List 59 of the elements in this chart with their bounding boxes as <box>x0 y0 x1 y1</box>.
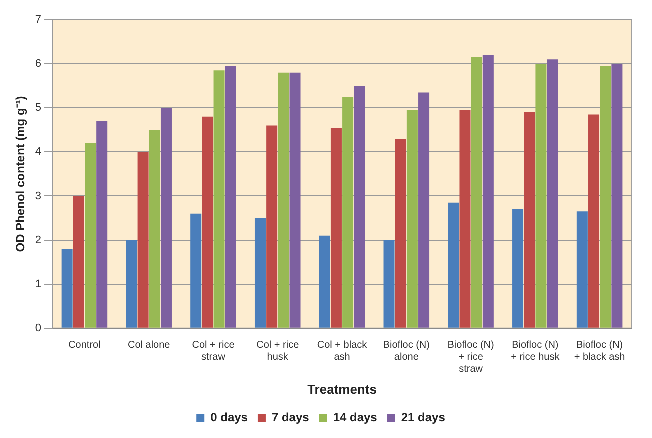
bar <box>330 128 342 328</box>
bar <box>225 66 236 328</box>
legend-label: 21 days <box>401 410 446 424</box>
legend-label: 14 days <box>333 410 378 424</box>
bar <box>576 212 588 328</box>
x-axis-title: Treatments <box>308 382 377 397</box>
x-tick-label: Col + black ash <box>317 340 368 364</box>
bar <box>418 92 430 328</box>
y-tick-label: 5 <box>35 102 42 114</box>
x-tick-label: Biofloc (N) + rice husk <box>511 340 561 364</box>
bar <box>536 64 547 328</box>
x-tick-label: Col + rice straw <box>192 340 236 364</box>
bar <box>254 218 266 328</box>
bar <box>524 112 536 328</box>
bar <box>319 236 330 328</box>
x-tick-label: Col alone <box>128 340 171 352</box>
bar <box>149 130 160 328</box>
bar <box>512 209 524 328</box>
bar <box>202 116 214 328</box>
bar <box>342 97 354 328</box>
bar <box>547 60 558 328</box>
x-tick-label: Biofloc (N) + rice straw <box>448 340 494 376</box>
y-tick-label: 4 <box>35 146 42 158</box>
legend-label: 7 days <box>272 410 310 424</box>
x-tick-label: Control <box>68 340 101 352</box>
bar <box>96 121 108 328</box>
bar <box>190 214 202 328</box>
legend-label: 0 days <box>210 410 248 424</box>
bar <box>460 110 471 328</box>
bar <box>384 240 395 328</box>
x-tick-label: Biofloc (N) alone <box>383 340 430 364</box>
bar <box>471 57 482 328</box>
bar <box>138 152 149 328</box>
bar <box>482 55 494 328</box>
bar <box>73 196 84 328</box>
bar <box>290 72 301 328</box>
x-tick-label: Col + rice husk <box>256 340 300 364</box>
y-axis-title: OD Phenol content (mg g⁻¹) <box>14 96 28 252</box>
bar <box>214 70 225 328</box>
y-tick-label: 3 <box>35 190 42 202</box>
bar <box>406 110 418 328</box>
y-tick-label: 2 <box>35 234 42 246</box>
bar <box>62 249 73 328</box>
bar <box>354 86 366 328</box>
bar <box>266 126 278 328</box>
bar <box>126 240 138 328</box>
bar <box>395 138 406 328</box>
bar <box>85 143 96 328</box>
y-tick-label: 7 <box>35 14 42 26</box>
y-tick-label: 1 <box>35 278 42 290</box>
bar <box>588 114 600 328</box>
bar <box>600 66 612 328</box>
y-tick-label: 0 <box>35 322 42 334</box>
x-tick-label: Biofloc (N) + black ash <box>574 340 626 364</box>
bar <box>612 64 623 328</box>
bar <box>448 202 460 328</box>
y-tick-label: 6 <box>35 58 42 70</box>
bar <box>160 108 172 328</box>
bar <box>278 72 290 328</box>
